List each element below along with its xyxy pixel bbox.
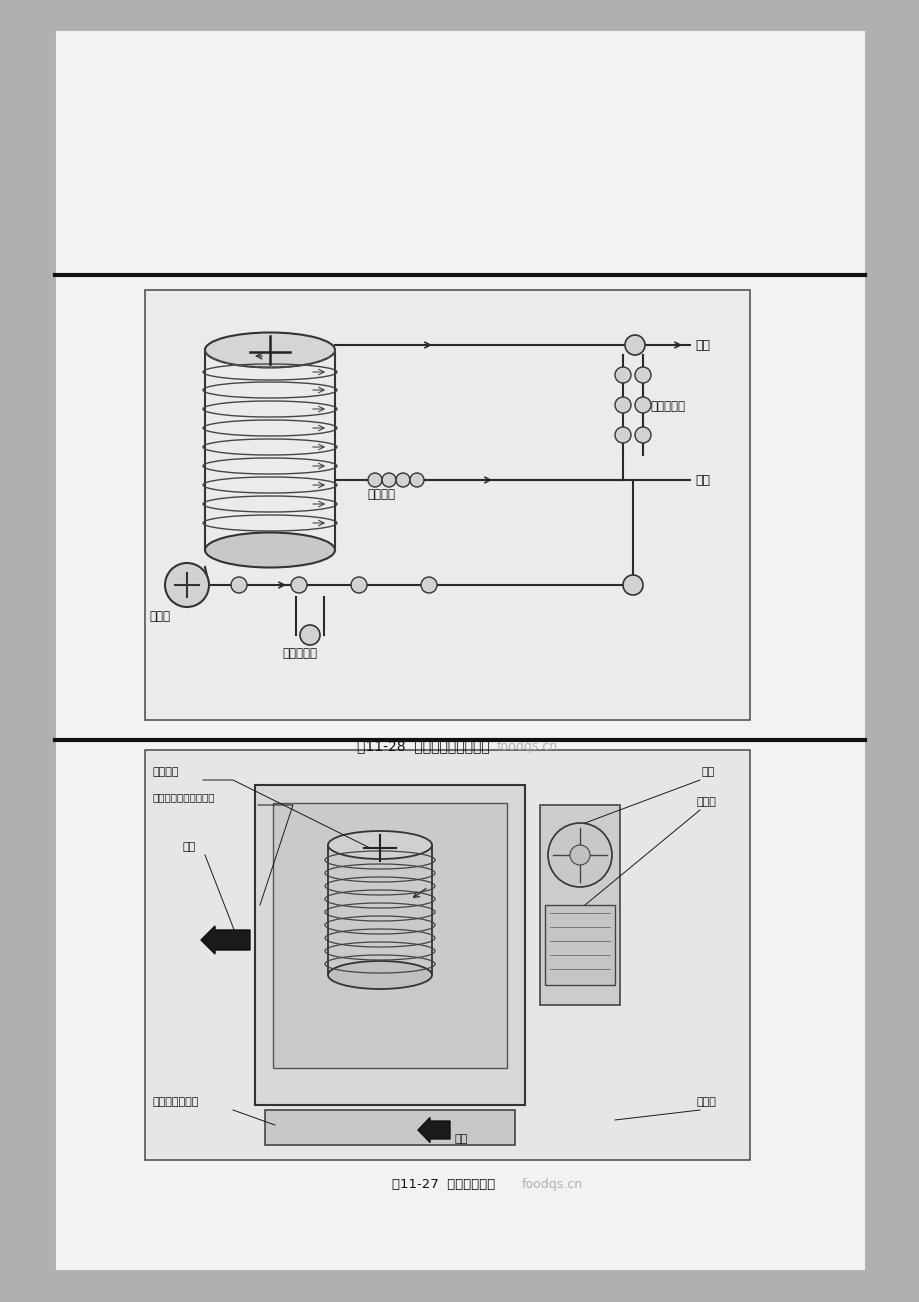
Bar: [145, 290, 749, 720]
Text: 驱动轮: 驱动轮: [149, 611, 170, 622]
Circle shape: [614, 427, 630, 443]
Bar: [539, 805, 619, 1005]
Circle shape: [290, 577, 307, 592]
Circle shape: [300, 625, 320, 644]
Circle shape: [570, 845, 589, 865]
Text: 中心转筒: 中心转筒: [153, 767, 179, 777]
Ellipse shape: [205, 332, 335, 367]
Text: 入口: 入口: [455, 1134, 468, 1144]
Text: 卸料: 卸料: [694, 339, 709, 352]
Text: 输送带洗净装置: 输送带洗净装置: [153, 1098, 199, 1107]
FancyArrow shape: [417, 1117, 449, 1142]
Text: foodqs.cn: foodqs.cn: [521, 1178, 583, 1191]
Circle shape: [634, 367, 651, 383]
Circle shape: [548, 823, 611, 887]
Text: 风机: 风机: [701, 767, 714, 777]
Circle shape: [381, 473, 395, 487]
Circle shape: [614, 367, 630, 383]
Text: 图11-28  链条循环传动示意图: 图11-28 链条循环传动示意图: [357, 740, 489, 753]
FancyArrow shape: [200, 926, 250, 954]
Circle shape: [624, 335, 644, 355]
Text: foodqs.cn: foodqs.cn: [496, 740, 558, 753]
Circle shape: [614, 397, 630, 413]
Ellipse shape: [205, 533, 335, 568]
Circle shape: [231, 577, 246, 592]
Text: 电力调节器: 电力调节器: [282, 647, 317, 660]
Text: 图11-27  螺旋式速冻机: 图11-27 螺旋式速冻机: [391, 1178, 494, 1191]
Ellipse shape: [328, 831, 432, 859]
Bar: [544, 905, 614, 986]
Text: 制冷机: 制冷机: [697, 797, 716, 807]
Bar: [265, 1111, 515, 1144]
Bar: [145, 750, 749, 1160]
Circle shape: [351, 577, 367, 592]
Ellipse shape: [328, 961, 432, 990]
Bar: [255, 785, 525, 1105]
Text: 进料: 进料: [694, 474, 709, 487]
Circle shape: [165, 562, 209, 607]
Bar: [273, 803, 506, 1068]
Text: 蒸发器: 蒸发器: [697, 1098, 716, 1107]
Text: 翻转装置: 翻转装置: [367, 488, 394, 501]
Text: 重力调节器: 重力调节器: [650, 400, 685, 413]
Circle shape: [368, 473, 381, 487]
Circle shape: [634, 397, 651, 413]
Text: 出口: 出口: [183, 842, 196, 852]
Circle shape: [395, 473, 410, 487]
Circle shape: [410, 473, 424, 487]
Circle shape: [634, 427, 651, 443]
Text: 螺旋网带式外面周围壁: 螺旋网带式外面周围壁: [153, 792, 215, 802]
Circle shape: [421, 577, 437, 592]
Bar: [55, 30, 864, 1269]
Circle shape: [622, 575, 642, 595]
